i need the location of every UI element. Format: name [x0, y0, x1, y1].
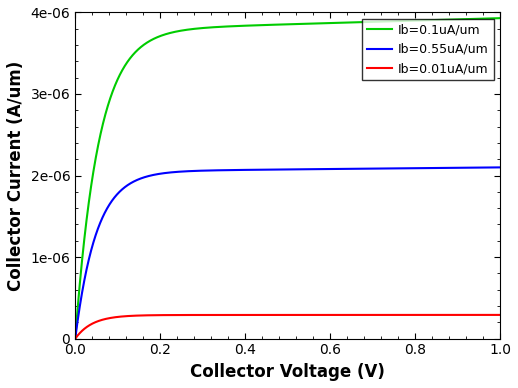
Ib=0.1uA/um [121, 66, 127, 70]
Ib=0.55uA/um [488, 165, 495, 170]
Ib=0.01uA/um [146, 313, 152, 318]
Line: Ib=0.1uA/um: Ib=0.1uA/um [75, 18, 500, 339]
Ib=0.1uA/um [72, 336, 78, 341]
Ib=0.01uA/um [235, 313, 241, 317]
Ib=0.01uA/um [443, 313, 449, 317]
Ib=0.01uA/um [72, 336, 78, 341]
Ib=0.55uA/um [443, 166, 449, 170]
Ib=0.1uA/um [443, 17, 449, 22]
Ib=0.01uA/um [121, 314, 127, 319]
Ib=0.01uA/um [488, 313, 495, 317]
Y-axis label: Collector Current (A/um): Collector Current (A/um) [7, 61, 25, 291]
Ib=0.55uA/um [146, 174, 152, 178]
X-axis label: Collector Voltage (V): Collector Voltage (V) [190, 363, 385, 381]
Ib=0.55uA/um [121, 186, 127, 191]
Legend: Ib=0.1uA/um, Ib=0.55uA/um, Ib=0.01uA/um: Ib=0.1uA/um, Ib=0.55uA/um, Ib=0.01uA/um [362, 19, 494, 80]
Line: Ib=0.01uA/um: Ib=0.01uA/um [75, 315, 500, 339]
Ib=0.1uA/um [235, 24, 241, 28]
Line: Ib=0.55uA/um: Ib=0.55uA/um [75, 167, 500, 339]
Ib=0.55uA/um [497, 165, 503, 170]
Ib=0.55uA/um [235, 168, 241, 172]
Ib=0.01uA/um [497, 313, 503, 317]
Ib=0.55uA/um [72, 336, 78, 341]
Ib=0.01uA/um [253, 313, 260, 317]
Ib=0.1uA/um [253, 23, 260, 28]
Ib=0.1uA/um [488, 16, 495, 21]
Ib=0.1uA/um [146, 39, 152, 44]
Ib=0.1uA/um [497, 16, 503, 21]
Ib=0.55uA/um [253, 168, 260, 172]
